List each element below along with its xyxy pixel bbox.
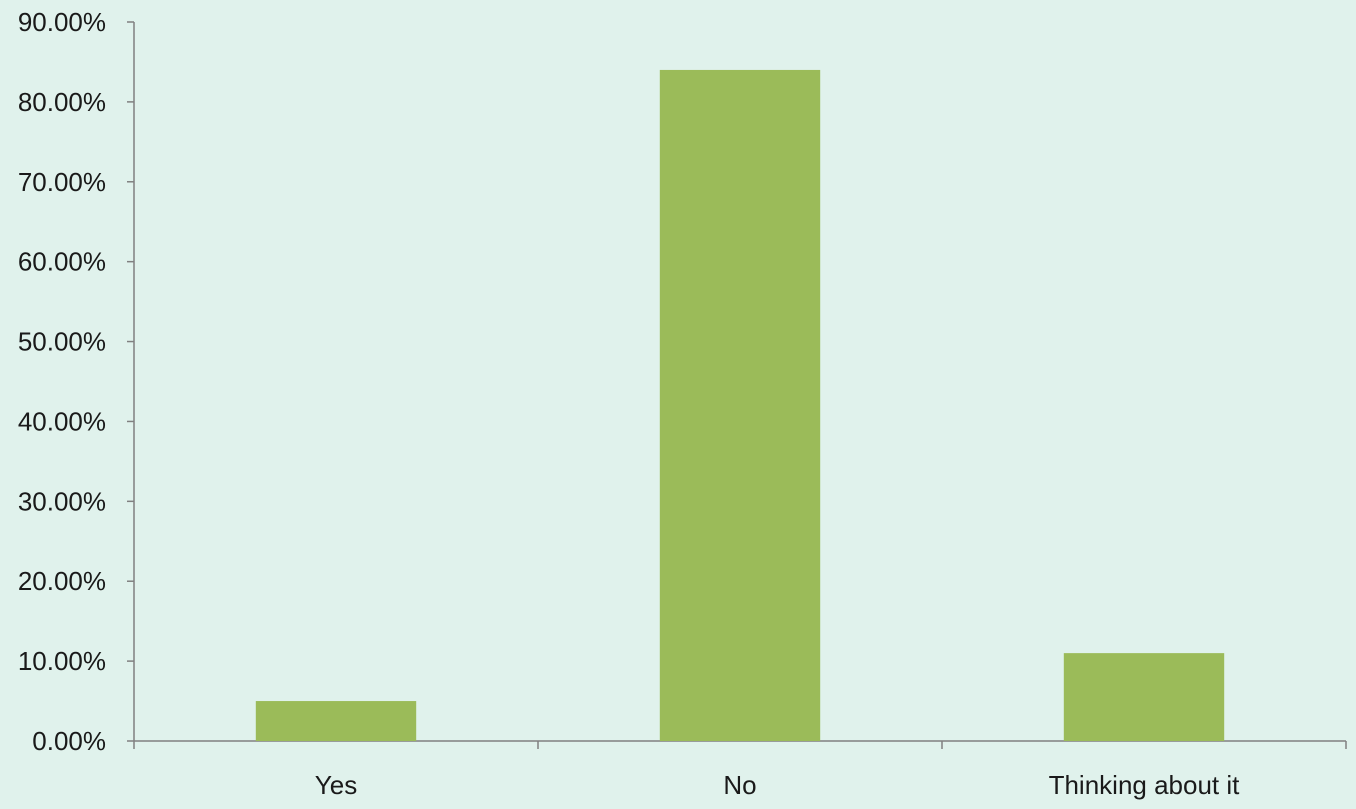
- y-axis: 0.00% 10.00% 20.00% 30.00% 40.00% 50.00% 60.00…: [18, 7, 135, 756]
- x-axis: Yes No Thinking about it: [133, 740, 1347, 800]
- y-tick-label: 60.00%: [18, 247, 106, 277]
- y-tick-label: 30.00%: [18, 486, 106, 516]
- bar-yes: [255, 701, 417, 741]
- y-tick-label: 20.00%: [18, 566, 106, 596]
- bar-thinking-about-it: [1063, 653, 1225, 741]
- bars: [255, 69, 1225, 741]
- x-tick-label: No: [723, 770, 756, 800]
- y-tick-label: 0.00%: [32, 726, 106, 756]
- y-tick-label: 70.00%: [18, 167, 106, 197]
- bar-no: [659, 69, 821, 741]
- y-tick-label: 10.00%: [18, 646, 106, 676]
- x-tick-label: Yes: [315, 770, 357, 800]
- y-tick-label: 80.00%: [18, 87, 106, 117]
- x-tick-label: Thinking about it: [1049, 770, 1241, 800]
- y-tick-label: 50.00%: [18, 327, 106, 357]
- y-tick-label: 40.00%: [18, 406, 106, 436]
- y-tick-label: 90.00%: [18, 7, 106, 37]
